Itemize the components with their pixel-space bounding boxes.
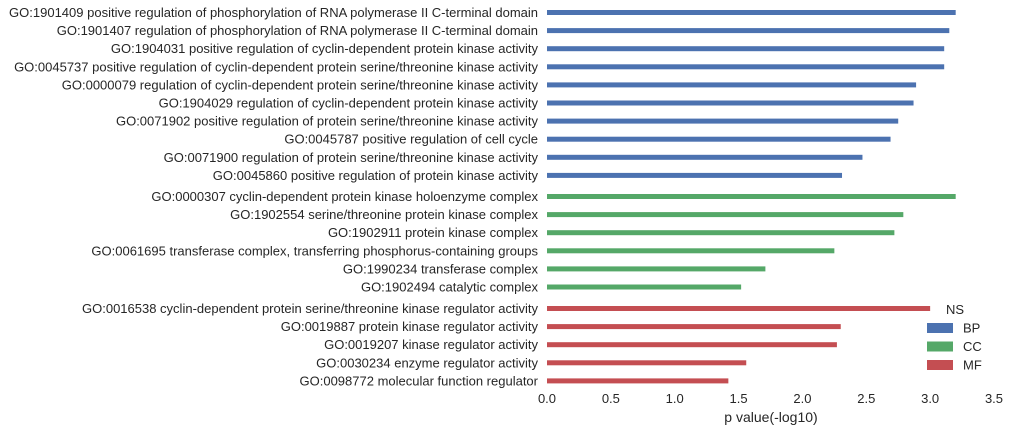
legend-items: BP CC MF bbox=[927, 321, 982, 373]
x-tick-label: 0.0 bbox=[538, 391, 556, 406]
bar-bp bbox=[547, 154, 863, 160]
category-label: GO:1902554 serine/threonine protein kina… bbox=[230, 207, 538, 222]
category-label: GO:0000307 cyclin-dependent protein kina… bbox=[151, 189, 538, 204]
category-labels: GO:1901409 positive regulation of phosph… bbox=[9, 5, 539, 388]
bar-mf bbox=[547, 324, 841, 330]
category-label: GO:1904031 positive regulation of cyclin… bbox=[111, 41, 539, 56]
category-label: GO:1990234 transferase complex bbox=[343, 261, 539, 276]
category-label: GO:0071900 regulation of protein serine/… bbox=[164, 150, 539, 165]
category-label: GO:0045787 positive regulation of cell c… bbox=[284, 132, 538, 147]
x-tick-label: 0.5 bbox=[602, 391, 620, 406]
bar-cc bbox=[547, 230, 895, 236]
bar-bp bbox=[547, 64, 945, 70]
bars-layer bbox=[547, 10, 956, 384]
x-tick-label: 3.5 bbox=[985, 391, 1003, 406]
category-label: GO:0045737 positive regulation of cyclin… bbox=[14, 59, 538, 74]
bar-bp bbox=[547, 172, 843, 178]
category-label: GO:0045860 positive regulation of protei… bbox=[213, 168, 539, 183]
x-axis-title: p value(-log10) bbox=[724, 409, 817, 425]
bar-mf bbox=[547, 342, 837, 348]
legend-swatch-bp bbox=[927, 323, 953, 333]
category-label: GO:1901407 regulation of phosphorylation… bbox=[57, 23, 538, 38]
x-axis-ticks: 0.0 0.5 1.0 1.5 2.0 2.5 3.0 3.5 bbox=[538, 391, 1003, 406]
bar-bp bbox=[547, 100, 914, 106]
category-label: GO:1902911 protein kinase complex bbox=[328, 225, 539, 240]
legend-swatch-cc bbox=[927, 341, 953, 352]
category-label: GO:0016538 cyclin-dependent protein seri… bbox=[82, 301, 538, 316]
category-label: GO:1904029 regulation of cyclin-dependen… bbox=[159, 96, 539, 111]
category-label: GO:0019207 kinase regulator activity bbox=[324, 337, 538, 352]
bar-bp bbox=[547, 82, 917, 88]
x-tick-label: 3.0 bbox=[921, 391, 939, 406]
bar-mf bbox=[547, 378, 729, 384]
legend-swatch-mf bbox=[927, 360, 953, 370]
bar-cc bbox=[547, 248, 835, 254]
bar-bp bbox=[547, 46, 945, 52]
category-label: GO:0071902 positive regulation of protei… bbox=[116, 114, 539, 129]
legend: NS BP CC MF bbox=[927, 302, 982, 373]
bar-cc bbox=[547, 266, 766, 272]
bar-bp bbox=[547, 28, 950, 34]
category-label: GO:0061695 transferase complex, transfer… bbox=[91, 243, 538, 258]
category-label: GO:0030234 enzyme regulator activity bbox=[316, 355, 538, 370]
bar-cc bbox=[547, 284, 742, 290]
legend-label-cc: CC bbox=[963, 339, 982, 354]
x-tick-label: 1.5 bbox=[730, 391, 748, 406]
bar-cc bbox=[547, 194, 956, 199]
x-tick-label: 2.0 bbox=[793, 391, 811, 406]
legend-label-mf: MF bbox=[963, 358, 982, 373]
legend-title: NS bbox=[946, 302, 964, 317]
category-label: GO:0098772 molecular function regulator bbox=[300, 373, 539, 388]
category-label: GO:0019887 protein kinase regulator acti… bbox=[281, 319, 539, 334]
legend-label-bp: BP bbox=[963, 321, 980, 336]
bar-bp bbox=[547, 136, 891, 142]
bar-bp bbox=[547, 118, 899, 124]
x-tick-label: 1.0 bbox=[666, 391, 684, 406]
category-label: GO:1901409 positive regulation of phosph… bbox=[9, 5, 538, 20]
category-label: GO:0000079 regulation of cyclin-dependen… bbox=[62, 77, 539, 92]
bar-mf bbox=[547, 360, 747, 366]
bar-bp bbox=[547, 10, 956, 15]
category-label: GO:1902494 catalytic complex bbox=[361, 280, 539, 295]
x-tick-label: 2.5 bbox=[857, 391, 875, 406]
bar-cc bbox=[547, 212, 904, 218]
bar-mf bbox=[547, 306, 931, 311]
